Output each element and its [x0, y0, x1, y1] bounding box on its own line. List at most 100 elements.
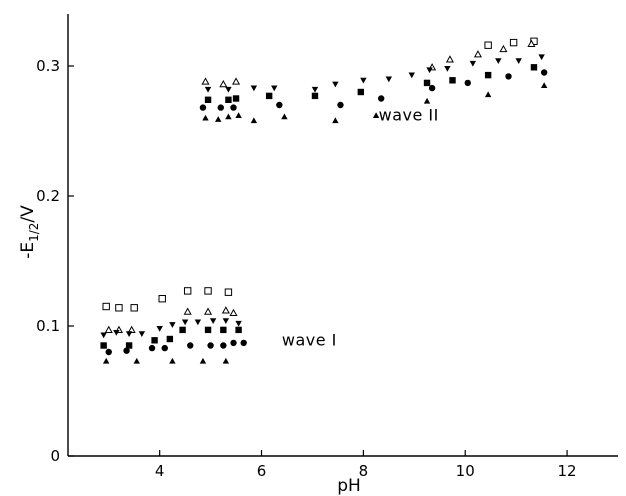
- data-point-square-filled: [484, 71, 492, 79]
- data-point-triangle-filled: [423, 97, 431, 104]
- data-point-triangle-down-filled: [125, 331, 133, 337]
- data-point-square-open: [102, 302, 110, 311]
- data-point-circle-filled: [337, 101, 344, 109]
- data-point-triangle-filled: [332, 117, 339, 124]
- x-axis-title: pH: [337, 476, 361, 496]
- data-point-square-filled: [166, 335, 174, 343]
- data-point-square-filled: [204, 96, 212, 103]
- data-point-square-filled: [449, 77, 456, 84]
- data-point-square-open: [130, 304, 138, 312]
- data-point-triangle-down-filled: [138, 331, 146, 337]
- data-point-triangle-open: [201, 77, 210, 85]
- y-tick-label: 0.2: [36, 187, 60, 205]
- x-tick-label: 12: [558, 462, 577, 480]
- y-axis-title: -E1/2/V: [18, 205, 41, 259]
- chart-marks: [100, 37, 548, 364]
- data-point-circle-filled: [199, 104, 207, 111]
- data-point-triangle-filled: [235, 112, 242, 118]
- data-point-triangle-down-filled: [469, 60, 477, 67]
- data-point-triangle-down-filled: [169, 322, 176, 328]
- data-point-triangle-down-filled: [385, 76, 393, 83]
- data-point-triangle-down-filled: [311, 86, 319, 93]
- data-point-circle-filled: [540, 69, 548, 76]
- data-point-square-filled: [311, 92, 319, 100]
- data-point-triangle-down-filled: [100, 332, 107, 339]
- x-tick-label: 4: [155, 462, 165, 480]
- data-point-triangle-open: [203, 307, 213, 315]
- data-point-triangle-down-filled: [225, 86, 232, 93]
- data-point-square-filled: [265, 92, 273, 100]
- data-point-circle-filled: [505, 73, 512, 80]
- axis-ticks: 4 6 8 10 12 0 0.1 0.2 0.3: [36, 57, 576, 480]
- data-point-triangle-filled: [202, 114, 209, 121]
- data-point-triangle-down-filled: [332, 81, 339, 88]
- data-point-square-filled: [357, 88, 365, 96]
- data-point-triangle-down-filled: [181, 319, 189, 326]
- data-point-circle-filled: [161, 344, 168, 352]
- data-point-square-filled: [204, 326, 212, 334]
- data-point-triangle-open: [499, 44, 508, 53]
- data-point-triangle-open: [527, 39, 536, 47]
- annotation-wave-1: wave I: [282, 331, 337, 350]
- data-point-triangle-open: [221, 306, 230, 314]
- data-point-triangle-filled: [102, 357, 110, 364]
- data-point-square-filled: [151, 337, 158, 344]
- data-point-triangle-down-filled: [209, 318, 217, 324]
- data-point-triangle-filled: [281, 113, 288, 120]
- y-tick-label: 0: [50, 447, 60, 465]
- data-point-square-filled: [100, 342, 107, 349]
- data-point-triangle-down-filled: [194, 319, 202, 326]
- data-point-triangle-down-filled: [250, 85, 258, 92]
- data-point-triangle-open: [183, 307, 192, 315]
- data-point-square-open: [484, 41, 492, 49]
- data-point-triangle-down-filled: [113, 329, 120, 336]
- data-point-square-filled: [125, 342, 133, 349]
- data-point-square-filled: [220, 326, 227, 334]
- data-point-triangle-filled: [250, 117, 258, 124]
- data-point-circle-filled: [276, 101, 283, 109]
- data-point-square-open: [115, 304, 123, 312]
- data-point-square-open: [224, 288, 233, 296]
- y-axis-title-subscript: 1/2: [27, 223, 41, 242]
- y-tick-label: 0.3: [36, 57, 60, 75]
- data-point-triangle-down-filled: [426, 67, 433, 74]
- data-point-circle-filled: [217, 104, 224, 111]
- data-point-triangle-filled: [372, 112, 380, 118]
- data-point-circle-filled: [148, 344, 156, 352]
- data-point-triangle-down-filled: [538, 54, 545, 61]
- data-point-triangle-down-filled: [271, 85, 278, 92]
- data-point-square-filled: [530, 64, 538, 71]
- data-point-circle-filled: [207, 342, 214, 349]
- data-point-circle-filled: [187, 342, 194, 349]
- data-point-circle-filled: [377, 95, 385, 102]
- data-point-triangle-open: [219, 79, 228, 88]
- data-point-triangle-filled: [540, 82, 548, 89]
- data-point-triangle-open: [104, 325, 113, 333]
- data-point-triangle-open: [473, 50, 483, 58]
- data-point-triangle-open: [229, 308, 238, 317]
- data-point-triangle-open: [445, 55, 454, 63]
- data-point-triangle-down-filled: [204, 86, 212, 93]
- data-point-triangle-down-filled: [515, 58, 522, 64]
- data-point-circle-filled: [220, 342, 227, 349]
- data-point-square-open: [183, 287, 192, 295]
- data-point-triangle-filled: [222, 357, 230, 364]
- data-point-square-filled: [225, 96, 232, 103]
- data-point-triangle-open: [127, 325, 136, 333]
- data-point-circle-filled: [230, 104, 237, 111]
- data-point-circle-filled: [105, 348, 112, 356]
- data-point-triangle-filled: [215, 116, 222, 122]
- data-point-circle-filled: [428, 84, 436, 92]
- x-tick-label: 10: [456, 462, 475, 480]
- data-point-triangle-down-filled: [360, 77, 367, 84]
- data-point-square-filled: [423, 79, 431, 87]
- data-point-triangle-filled: [225, 113, 232, 120]
- data-point-circle-filled: [230, 339, 237, 347]
- data-point-triangle-down-filled: [444, 66, 451, 72]
- x-tick-label: 8: [359, 462, 369, 480]
- data-point-square-open: [204, 287, 212, 295]
- data-point-triangle-open: [232, 77, 241, 85]
- annotation-wave-2: wave II: [379, 106, 439, 125]
- data-point-triangle-filled: [199, 357, 207, 364]
